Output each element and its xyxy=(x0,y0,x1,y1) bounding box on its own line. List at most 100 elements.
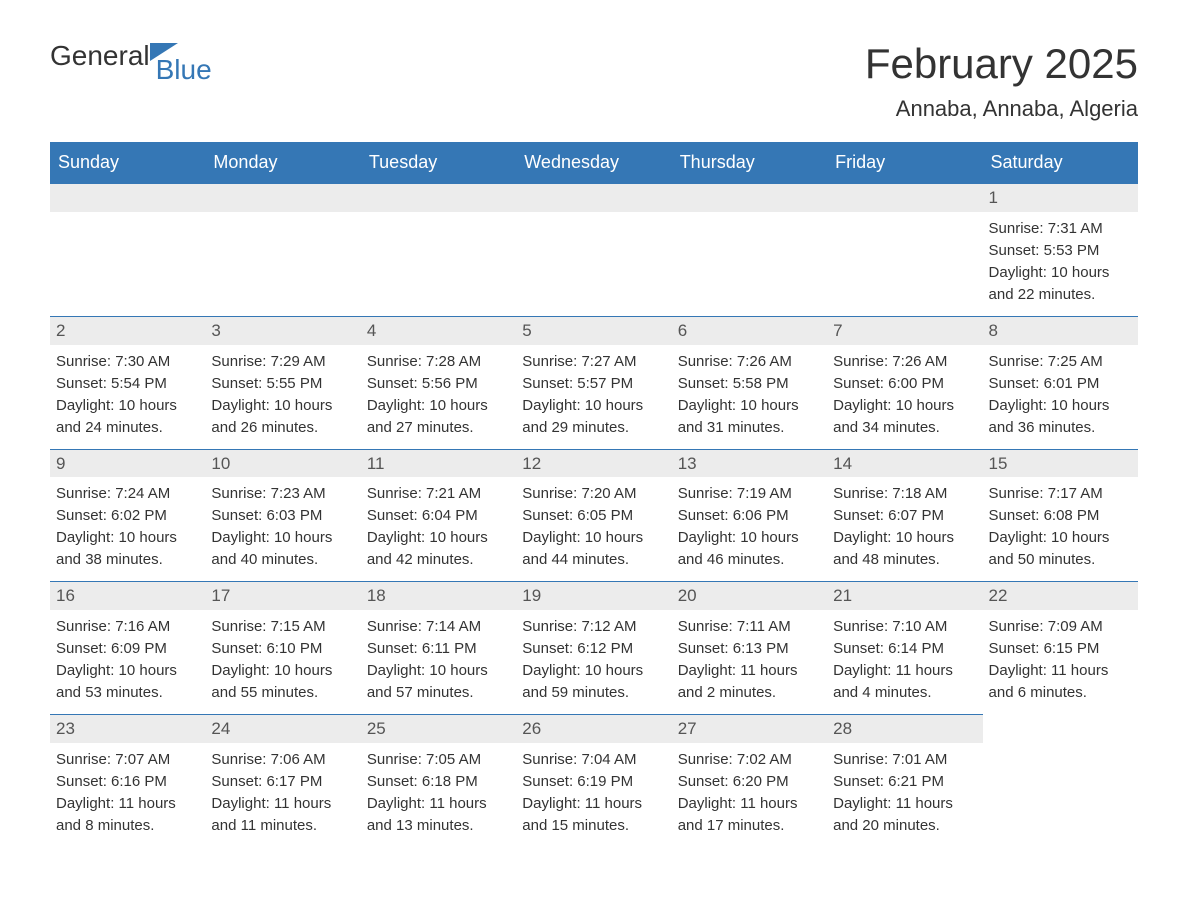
sunrise-line: Sunrise: 7:20 AM xyxy=(522,483,665,504)
day-cell: 28Sunrise: 7:01 AMSunset: 6:21 PMDayligh… xyxy=(827,714,982,847)
daylight-line-2: and 20 minutes. xyxy=(833,815,976,836)
day-cell: 10Sunrise: 7:23 AMSunset: 6:03 PMDayligh… xyxy=(205,449,360,582)
day-number: 18 xyxy=(361,581,516,610)
day-header-friday: Friday xyxy=(827,142,982,183)
daylight-line-2: and 59 minutes. xyxy=(522,682,665,703)
day-number: 7 xyxy=(827,316,982,345)
daylight-line-2: and 48 minutes. xyxy=(833,549,976,570)
day-cell xyxy=(516,183,671,316)
daylight-line-1: Daylight: 10 hours xyxy=(367,527,510,548)
daylight-line-2: and 26 minutes. xyxy=(211,417,354,438)
daylight-line-2: and 17 minutes. xyxy=(678,815,821,836)
day-number: 3 xyxy=(205,316,360,345)
day-cell: 11Sunrise: 7:21 AMSunset: 6:04 PMDayligh… xyxy=(361,449,516,582)
day-cell: 27Sunrise: 7:02 AMSunset: 6:20 PMDayligh… xyxy=(672,714,827,847)
logo-text-blue: Blue xyxy=(156,54,212,86)
sunrise-line: Sunrise: 7:12 AM xyxy=(522,616,665,637)
day-number: 8 xyxy=(983,316,1138,345)
sunset-line: Sunset: 6:13 PM xyxy=(678,638,821,659)
daylight-line-1: Daylight: 10 hours xyxy=(522,527,665,548)
daylight-line-1: Daylight: 10 hours xyxy=(211,527,354,548)
daylight-line-1: Daylight: 10 hours xyxy=(989,395,1132,416)
day-number xyxy=(205,183,360,212)
daylight-line-1: Daylight: 10 hours xyxy=(367,660,510,681)
day-content: Sunrise: 7:07 AMSunset: 6:16 PMDaylight:… xyxy=(50,743,205,847)
day-number: 15 xyxy=(983,449,1138,478)
day-number: 12 xyxy=(516,449,671,478)
day-content: Sunrise: 7:25 AMSunset: 6:01 PMDaylight:… xyxy=(983,345,1138,449)
day-number xyxy=(983,714,1138,742)
day-header-monday: Monday xyxy=(205,142,360,183)
daylight-line-1: Daylight: 11 hours xyxy=(989,660,1132,681)
daylight-line-1: Daylight: 10 hours xyxy=(367,395,510,416)
day-cell: 15Sunrise: 7:17 AMSunset: 6:08 PMDayligh… xyxy=(983,449,1138,582)
month-title: February 2025 xyxy=(865,40,1138,88)
daylight-line-2: and 15 minutes. xyxy=(522,815,665,836)
daylight-line-2: and 42 minutes. xyxy=(367,549,510,570)
day-number xyxy=(672,183,827,212)
week-row: 1Sunrise: 7:31 AMSunset: 5:53 PMDaylight… xyxy=(50,183,1138,316)
daylight-line-1: Daylight: 10 hours xyxy=(989,527,1132,548)
day-header-tuesday: Tuesday xyxy=(361,142,516,183)
day-cell xyxy=(672,183,827,316)
daylight-line-1: Daylight: 11 hours xyxy=(678,660,821,681)
sunrise-line: Sunrise: 7:24 AM xyxy=(56,483,199,504)
week-row: 16Sunrise: 7:16 AMSunset: 6:09 PMDayligh… xyxy=(50,581,1138,714)
daylight-line-2: and 13 minutes. xyxy=(367,815,510,836)
sunrise-line: Sunrise: 7:29 AM xyxy=(211,351,354,372)
sunrise-line: Sunrise: 7:14 AM xyxy=(367,616,510,637)
day-number xyxy=(827,183,982,212)
day-content: Sunrise: 7:27 AMSunset: 5:57 PMDaylight:… xyxy=(516,345,671,449)
day-cell: 26Sunrise: 7:04 AMSunset: 6:19 PMDayligh… xyxy=(516,714,671,847)
day-number: 17 xyxy=(205,581,360,610)
day-cell xyxy=(205,183,360,316)
week-row: 2Sunrise: 7:30 AMSunset: 5:54 PMDaylight… xyxy=(50,316,1138,449)
sunset-line: Sunset: 6:21 PM xyxy=(833,771,976,792)
day-content: Sunrise: 7:21 AMSunset: 6:04 PMDaylight:… xyxy=(361,477,516,581)
title-area: February 2025 Annaba, Annaba, Algeria xyxy=(865,40,1138,122)
sunrise-line: Sunrise: 7:31 AM xyxy=(989,218,1132,239)
day-cell: 3Sunrise: 7:29 AMSunset: 5:55 PMDaylight… xyxy=(205,316,360,449)
sunrise-line: Sunrise: 7:25 AM xyxy=(989,351,1132,372)
day-cell: 1Sunrise: 7:31 AMSunset: 5:53 PMDaylight… xyxy=(983,183,1138,316)
sunset-line: Sunset: 6:00 PM xyxy=(833,373,976,394)
daylight-line-2: and 53 minutes. xyxy=(56,682,199,703)
day-number: 22 xyxy=(983,581,1138,610)
sunset-line: Sunset: 5:55 PM xyxy=(211,373,354,394)
day-number: 16 xyxy=(50,581,205,610)
day-content: Sunrise: 7:15 AMSunset: 6:10 PMDaylight:… xyxy=(205,610,360,714)
daylight-line-1: Daylight: 11 hours xyxy=(367,793,510,814)
day-number: 11 xyxy=(361,449,516,478)
sunrise-line: Sunrise: 7:16 AM xyxy=(56,616,199,637)
daylight-line-1: Daylight: 10 hours xyxy=(522,660,665,681)
daylight-line-2: and 29 minutes. xyxy=(522,417,665,438)
day-cell: 25Sunrise: 7:05 AMSunset: 6:18 PMDayligh… xyxy=(361,714,516,847)
day-cell: 18Sunrise: 7:14 AMSunset: 6:11 PMDayligh… xyxy=(361,581,516,714)
day-cell xyxy=(361,183,516,316)
daylight-line-2: and 24 minutes. xyxy=(56,417,199,438)
day-number: 26 xyxy=(516,714,671,743)
calendar: SundayMondayTuesdayWednesdayThursdayFrid… xyxy=(50,142,1138,847)
daylight-line-1: Daylight: 10 hours xyxy=(211,660,354,681)
week-row: 9Sunrise: 7:24 AMSunset: 6:02 PMDaylight… xyxy=(50,449,1138,582)
weeks-container: 1Sunrise: 7:31 AMSunset: 5:53 PMDaylight… xyxy=(50,183,1138,847)
day-cell: 24Sunrise: 7:06 AMSunset: 6:17 PMDayligh… xyxy=(205,714,360,847)
sunset-line: Sunset: 6:04 PM xyxy=(367,505,510,526)
day-number: 21 xyxy=(827,581,982,610)
sunset-line: Sunset: 5:54 PM xyxy=(56,373,199,394)
day-header-row: SundayMondayTuesdayWednesdayThursdayFrid… xyxy=(50,142,1138,183)
daylight-line-2: and 8 minutes. xyxy=(56,815,199,836)
daylight-line-2: and 38 minutes. xyxy=(56,549,199,570)
daylight-line-1: Daylight: 11 hours xyxy=(833,793,976,814)
day-content: Sunrise: 7:28 AMSunset: 5:56 PMDaylight:… xyxy=(361,345,516,449)
day-content: Sunrise: 7:31 AMSunset: 5:53 PMDaylight:… xyxy=(983,212,1138,316)
day-content: Sunrise: 7:23 AMSunset: 6:03 PMDaylight:… xyxy=(205,477,360,581)
sunset-line: Sunset: 6:08 PM xyxy=(989,505,1132,526)
daylight-line-2: and 27 minutes. xyxy=(367,417,510,438)
day-cell: 2Sunrise: 7:30 AMSunset: 5:54 PMDaylight… xyxy=(50,316,205,449)
daylight-line-1: Daylight: 10 hours xyxy=(56,527,199,548)
day-number: 20 xyxy=(672,581,827,610)
day-number: 6 xyxy=(672,316,827,345)
daylight-line-1: Daylight: 11 hours xyxy=(522,793,665,814)
sunset-line: Sunset: 6:17 PM xyxy=(211,771,354,792)
